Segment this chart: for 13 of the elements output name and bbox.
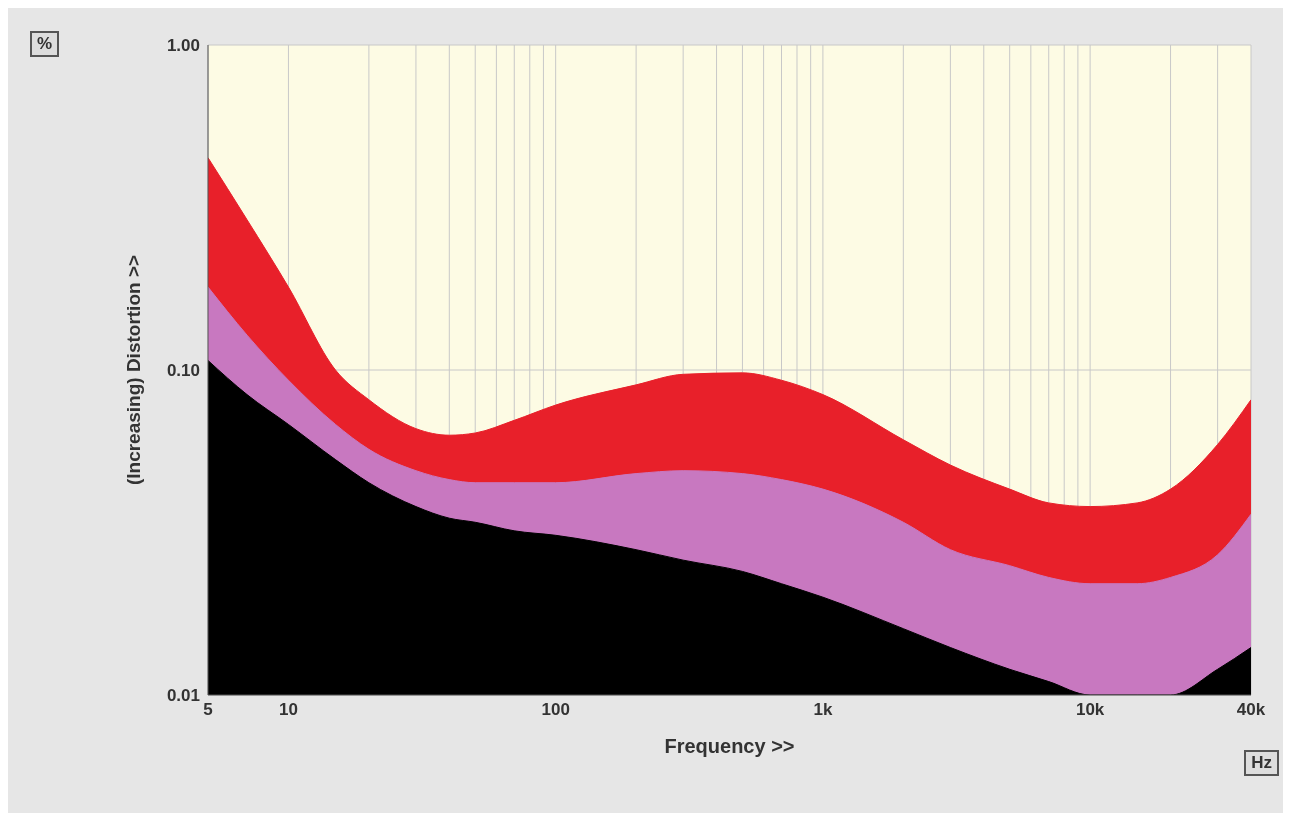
y-tick-label: 0.01: [166, 686, 200, 706]
x-tick-label: 1k: [813, 700, 833, 720]
x-tick-label: 100: [541, 700, 570, 720]
x-tick-label: 5: [203, 700, 213, 720]
x-tick-label: 10k: [1075, 700, 1105, 720]
y-tick-label: 1.00: [166, 36, 200, 56]
x-tick-label: 10: [278, 700, 298, 720]
x-axis-title: Frequency >>: [664, 735, 795, 757]
text: Hz: [1244, 750, 1279, 776]
y-tick-label: 0.10: [166, 361, 200, 381]
text: %: [30, 31, 60, 57]
x-tick-label: 40k: [1236, 700, 1266, 720]
y-axis-title: (Increasing) Distortion >>: [122, 254, 144, 486]
